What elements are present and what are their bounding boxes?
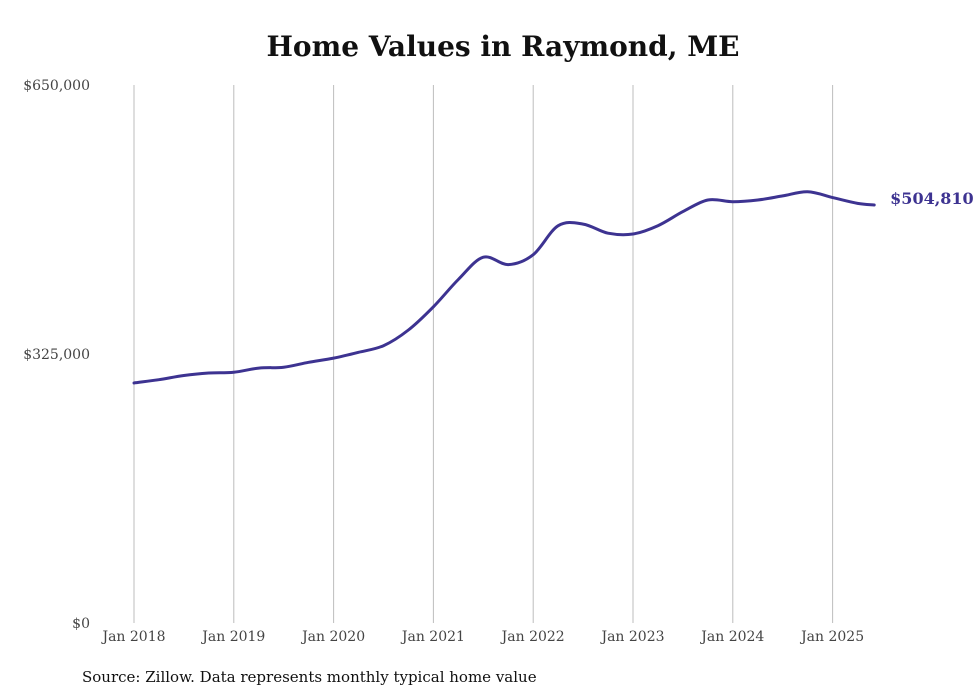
gridlines <box>133 85 834 623</box>
x-tick-label: Jan 2022 <box>500 629 565 645</box>
y-tick-label: $325,000 <box>23 347 90 363</box>
y-tick-label: $0 <box>72 616 90 632</box>
y-tick-label: $650,000 <box>23 78 90 94</box>
x-axis-ticks: Jan 2018 Jan 2019 Jan 2020 Jan 2021 Jan 2022… <box>100 629 864 645</box>
source-note: Source: Zillow. Data represents monthly … <box>82 668 537 686</box>
y-axis-ticks: $0 $325,000 $650,000 <box>23 78 90 632</box>
chart-title: Home Values in Raymond, ME <box>266 30 740 63</box>
last-value-label: $504,810 <box>890 189 974 208</box>
x-tick-label: Jan 2018 <box>100 629 165 645</box>
x-tick-label: Jan 2019 <box>200 629 265 645</box>
series-line <box>132 190 876 385</box>
x-tick-label: Jan 2023 <box>599 629 664 645</box>
x-tick-label: Jan 2020 <box>300 629 365 645</box>
x-tick-label: Jan 2024 <box>699 629 764 645</box>
x-tick-label: Jan 2021 <box>400 629 465 645</box>
x-tick-label: Jan 2025 <box>799 629 864 645</box>
